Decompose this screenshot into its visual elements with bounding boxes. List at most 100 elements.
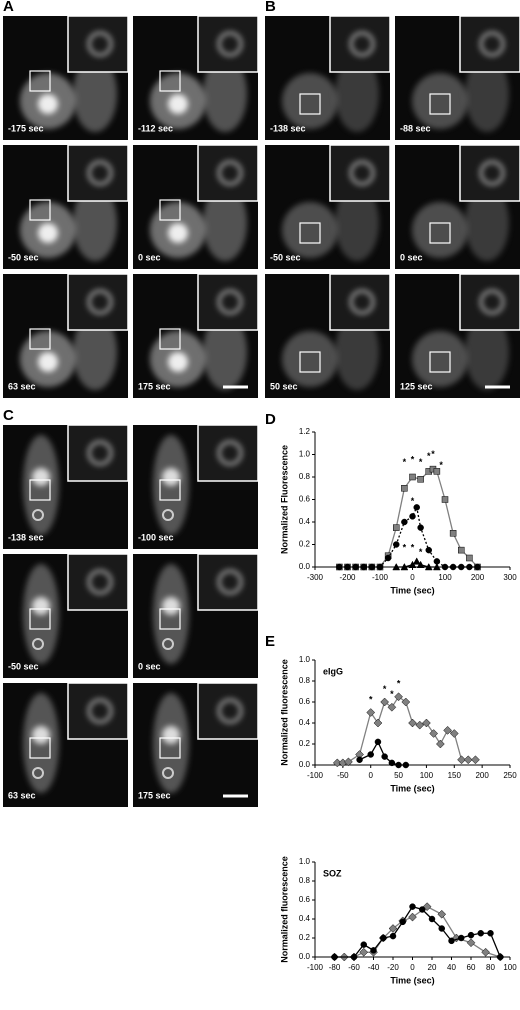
marker xyxy=(422,718,431,728)
marker xyxy=(344,757,353,767)
inset xyxy=(197,144,259,202)
marker xyxy=(419,906,426,913)
time-label: -175 sec xyxy=(8,123,44,133)
significance-marker: * xyxy=(403,457,407,467)
nucleus xyxy=(168,352,188,372)
cell xyxy=(203,185,247,261)
cell xyxy=(412,331,468,387)
panel-letter: A xyxy=(3,0,14,15)
nucleus xyxy=(38,352,58,372)
phagosome xyxy=(32,509,44,521)
marker xyxy=(380,934,387,942)
x-tick-label: -80 xyxy=(329,963,341,972)
marker xyxy=(399,918,406,926)
cell xyxy=(465,185,509,261)
inset-detail xyxy=(217,160,243,186)
inset xyxy=(67,553,129,611)
marker xyxy=(393,541,400,548)
inset-detail xyxy=(217,698,243,724)
marker xyxy=(409,513,416,520)
significance-marker: * xyxy=(427,451,431,461)
marker xyxy=(389,932,397,940)
cell xyxy=(73,314,117,390)
x-tick-label: 100 xyxy=(420,771,434,780)
y-tick-label: 0.2 xyxy=(299,540,311,549)
marker xyxy=(367,751,374,758)
x-tick-label: 0 xyxy=(410,963,415,972)
inset xyxy=(329,144,391,202)
marker xyxy=(395,761,402,769)
inset xyxy=(67,682,129,740)
phagosome xyxy=(162,638,174,650)
x-tick-label: -40 xyxy=(368,963,380,972)
y-tick-label: 0.0 xyxy=(299,952,311,961)
inset-detail xyxy=(479,289,505,315)
marker xyxy=(387,702,397,712)
marker xyxy=(413,504,420,511)
y-tick-label: 0.4 xyxy=(299,914,311,923)
marker xyxy=(380,697,389,707)
marker xyxy=(408,718,417,728)
inset-detail xyxy=(87,698,113,724)
marker xyxy=(417,476,424,483)
cell xyxy=(335,314,379,390)
micrograph: -138 sec xyxy=(265,15,391,140)
roi-box xyxy=(29,737,51,759)
micrograph: -50 sec xyxy=(3,553,129,678)
x-tick-label: 20 xyxy=(428,963,437,972)
roi-box xyxy=(159,737,181,759)
inset-detail xyxy=(349,160,375,186)
roi-box xyxy=(299,222,321,244)
roi-box xyxy=(159,328,181,350)
x-tick-label: 50 xyxy=(394,771,403,780)
x-tick-label: -100 xyxy=(372,573,389,582)
nucleus xyxy=(168,223,188,243)
time-label: 175 sec xyxy=(138,381,171,391)
x-tick-label: -50 xyxy=(337,771,349,780)
x-axis-title: Time (sec) xyxy=(390,783,434,793)
marker xyxy=(471,755,480,765)
x-axis-title: Time (sec) xyxy=(390,975,434,985)
y-axis-title: Normalized Fluorescence xyxy=(279,445,289,554)
nucleus xyxy=(38,94,58,114)
x-tick-label: 250 xyxy=(503,771,517,780)
inset xyxy=(67,144,129,202)
roi-box xyxy=(29,479,51,501)
inset-detail xyxy=(349,289,375,315)
marker xyxy=(466,938,476,948)
y-tick-label: 1.0 xyxy=(299,655,311,664)
micrograph: -100 sec xyxy=(133,424,259,549)
marker xyxy=(412,557,421,565)
y-tick-label: 0.4 xyxy=(299,718,311,727)
significance-marker: * xyxy=(383,684,387,694)
micrograph: 0 sec xyxy=(395,144,520,269)
panel-letter: B xyxy=(265,0,276,15)
x-tick-label: 60 xyxy=(467,963,476,972)
y-axis-title: Normalized fluorescence xyxy=(279,659,289,766)
marker xyxy=(366,708,376,717)
marker xyxy=(393,524,400,531)
phagosome xyxy=(162,767,174,779)
marker xyxy=(417,524,424,531)
y-tick-label: 0.0 xyxy=(299,760,311,769)
micrograph: -50 sec xyxy=(3,144,129,269)
time-label: -138 sec xyxy=(8,532,44,542)
marker xyxy=(467,931,475,939)
x-axis-title: Time (sec) xyxy=(390,585,434,595)
marker xyxy=(437,909,447,919)
inset xyxy=(67,273,129,331)
cell-body xyxy=(162,468,180,486)
x-tick-label: -200 xyxy=(339,573,356,582)
roi-box xyxy=(29,608,51,630)
marker xyxy=(487,930,494,937)
marker xyxy=(441,563,449,571)
y-tick-label: 0.2 xyxy=(299,933,311,942)
x-tick-label: 150 xyxy=(448,771,462,780)
roi-box xyxy=(29,328,51,350)
y-tick-label: 0.8 xyxy=(299,472,311,481)
micrograph: 63 sec xyxy=(3,273,129,398)
micrograph: 0 sec xyxy=(133,553,259,678)
cell xyxy=(412,202,468,258)
marker xyxy=(443,725,452,735)
x-tick-label: -60 xyxy=(348,963,360,972)
